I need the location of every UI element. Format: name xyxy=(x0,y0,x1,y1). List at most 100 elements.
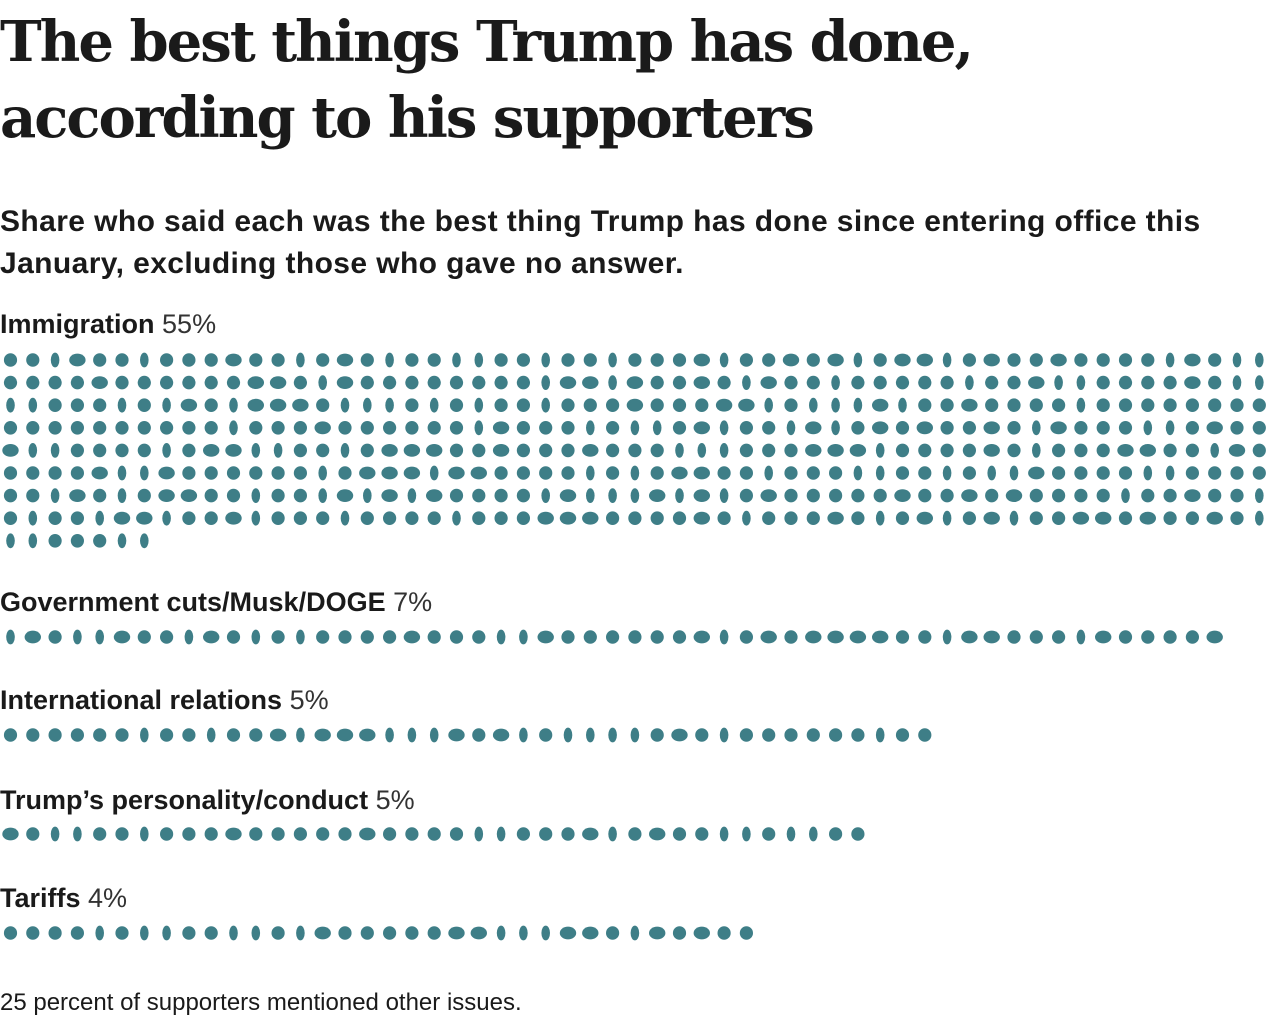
dot-mark xyxy=(516,827,531,841)
dot-mark xyxy=(1255,488,1264,503)
dot-mark xyxy=(496,826,506,842)
dot-mark xyxy=(3,511,18,525)
dot-mark xyxy=(70,398,84,413)
dot-mark xyxy=(113,511,131,525)
dot-mark xyxy=(137,421,151,435)
dot-mark xyxy=(1232,375,1242,390)
dot-mark xyxy=(1052,511,1066,525)
dot-mark xyxy=(739,488,754,503)
dot-mark xyxy=(137,443,151,458)
dot-mark xyxy=(851,488,865,503)
dot-mark xyxy=(895,375,910,390)
dot-mark xyxy=(583,398,597,413)
dot-mark xyxy=(50,488,60,503)
dot-group-3 xyxy=(2,826,865,842)
dot-mark xyxy=(537,511,554,525)
dot-mark xyxy=(293,827,307,841)
dot-mark xyxy=(671,728,688,742)
dot-mark xyxy=(894,489,911,502)
dot-mark xyxy=(987,465,996,481)
dot-mark xyxy=(1118,421,1133,435)
dot-mark xyxy=(91,466,108,480)
dot-mark xyxy=(739,466,754,480)
dot-mark xyxy=(626,398,644,412)
dot-mark xyxy=(916,353,933,367)
dot-mark xyxy=(247,398,264,412)
category-name: International relations xyxy=(0,685,283,715)
dot-mark xyxy=(672,511,687,525)
dot-mark xyxy=(940,421,954,435)
dot-mark xyxy=(1029,630,1043,644)
dot-mark xyxy=(719,352,729,368)
dot-mark xyxy=(470,466,487,480)
dot-mark xyxy=(717,375,731,390)
dot-mark xyxy=(650,443,664,458)
dot-mark xyxy=(671,466,688,480)
dot-mark xyxy=(853,465,863,481)
dot-mark xyxy=(1007,443,1021,458)
dot-mark xyxy=(182,353,196,367)
dot-mark xyxy=(70,466,84,480)
dot-mark xyxy=(69,353,86,367)
dot-mark xyxy=(496,925,506,941)
dot-mark xyxy=(204,926,218,940)
dot-mark xyxy=(806,466,820,480)
dot-mark xyxy=(630,727,640,743)
dot-mark xyxy=(695,728,709,742)
dot-mark xyxy=(48,421,62,435)
dot-group-4 xyxy=(3,925,754,941)
dot-mark xyxy=(340,397,350,413)
dot-mark xyxy=(742,510,751,526)
dot-mark xyxy=(385,727,394,743)
dot-mark xyxy=(805,421,822,435)
dot-mark xyxy=(1184,376,1201,389)
dot-mark xyxy=(1050,353,1067,367)
dot-mark xyxy=(851,827,865,841)
dot-mark xyxy=(117,397,127,413)
dot-mark xyxy=(693,421,710,435)
dot-mark xyxy=(606,511,620,525)
dot-mark xyxy=(226,375,241,390)
dot-mark xyxy=(539,443,553,458)
dot-mark xyxy=(492,444,510,457)
dot-mark xyxy=(985,375,999,390)
dot-mark xyxy=(182,375,196,390)
dot-mark xyxy=(91,376,108,389)
dot-mark xyxy=(50,352,60,368)
dot-mark xyxy=(806,375,820,390)
dot-mark xyxy=(606,421,620,435)
dot-mark xyxy=(360,511,374,525)
dot-mark xyxy=(316,398,330,413)
dot-mark xyxy=(961,489,978,502)
dot-mark xyxy=(293,488,307,503)
dot-mark xyxy=(739,728,754,742)
dot-mark xyxy=(427,630,441,644)
dot-mark xyxy=(916,421,933,435)
dot-mark xyxy=(962,353,977,367)
dot-mark xyxy=(336,728,354,742)
dot-mark xyxy=(427,511,441,525)
dot-mark xyxy=(472,488,486,503)
dot-mark xyxy=(606,926,620,940)
dot-mark xyxy=(519,727,528,743)
dot-mark xyxy=(784,443,798,458)
dot-mark xyxy=(383,827,397,841)
dot-mark xyxy=(829,488,843,503)
dot-mark xyxy=(693,926,710,940)
dot-mark xyxy=(70,511,84,525)
dot-mark xyxy=(338,466,352,480)
dot-mark xyxy=(271,926,285,940)
dot-mark xyxy=(983,511,1000,525)
dot-mark xyxy=(1096,421,1110,435)
dot-mark xyxy=(1076,629,1086,645)
dot-mark xyxy=(672,398,687,413)
dot-mark xyxy=(318,465,328,481)
dot-mark xyxy=(363,488,372,503)
dot-mark xyxy=(3,421,18,435)
dot-mark xyxy=(247,376,264,389)
category-label-government-cuts: Government cuts/Musk/DOGE 7% xyxy=(0,586,432,618)
dot-mark xyxy=(160,630,174,644)
dot-mark xyxy=(26,353,40,367)
dot-mark xyxy=(940,398,954,413)
dot-mark xyxy=(1054,375,1063,390)
